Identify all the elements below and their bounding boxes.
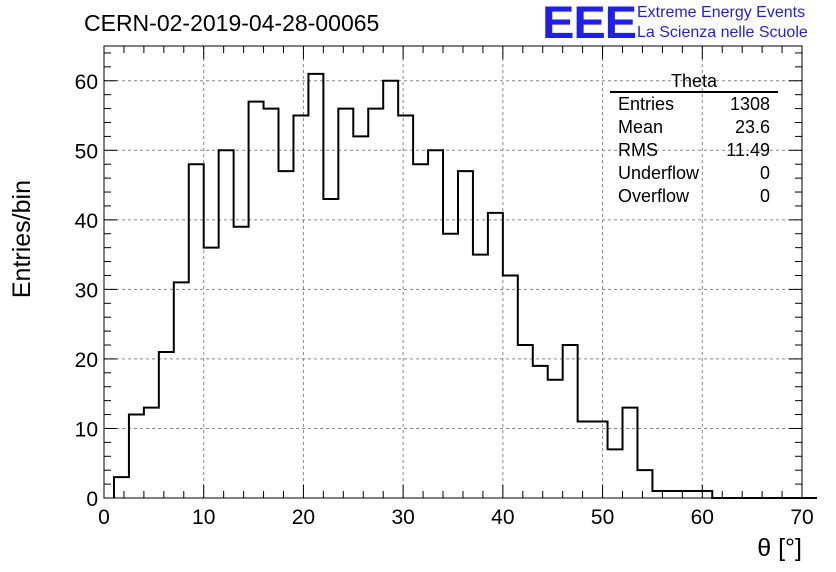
stats-title: Theta: [610, 71, 778, 93]
stats-label: Underflow: [618, 163, 700, 183]
y-tick-label: 60: [75, 71, 98, 94]
y-tick-label: 0: [86, 488, 98, 511]
x-tick-label: 20: [292, 506, 315, 529]
stats-value: 11.49: [726, 140, 770, 160]
x-tick-label: 0: [98, 506, 110, 529]
stats-label: RMS: [618, 140, 658, 160]
stats-row-entries: Entries 1308: [610, 93, 778, 116]
x-axis-label: θ [°]: [757, 534, 802, 562]
chart-title: CERN-02-2019-04-28-00065: [84, 10, 380, 36]
y-tick-label: 40: [75, 210, 98, 233]
stats-value: 0: [759, 186, 770, 206]
y-tick-label: 20: [75, 349, 98, 372]
plot-frame: [103, 45, 803, 499]
stats-row-mean: Mean 23.6: [610, 116, 778, 139]
stats-value: 23.6: [734, 117, 770, 137]
logo-line-1: Extreme Energy Events: [637, 4, 806, 21]
stats-label: Overflow: [618, 186, 690, 206]
stats-row-overflow: Overflow 0: [610, 185, 778, 208]
logo-line-2: La Scienza nelle Scuole: [637, 24, 808, 41]
eee-logo-text: Extreme Energy Events La Scienza nelle S…: [637, 3, 808, 43]
x-tick-label: 70: [790, 506, 813, 529]
stats-label: Mean: [618, 117, 664, 137]
eee-logo: EEE: [542, 0, 637, 48]
x-tick-label: 40: [491, 506, 514, 529]
x-tick-label: 30: [391, 506, 414, 529]
y-tick-label: 10: [75, 418, 98, 441]
stats-row-underflow: Underflow 0: [610, 162, 778, 185]
stats-value: 1308: [729, 94, 770, 114]
histogram-step-line: [112, 72, 817, 499]
stats-box: Theta Entries 1308 Mean 23.6 RMS 11.49 Underfl…: [610, 71, 778, 208]
stats-label: Entries: [618, 94, 675, 114]
x-tick-label: 50: [591, 506, 614, 529]
y-tick-label: 30: [75, 279, 98, 302]
x-tick-label: 60: [691, 506, 714, 529]
stats-row-rms: RMS 11.49: [610, 139, 778, 162]
y-tick-label: 50: [75, 140, 98, 163]
stats-value: 0: [759, 163, 770, 183]
x-tick-label: 10: [192, 506, 215, 529]
